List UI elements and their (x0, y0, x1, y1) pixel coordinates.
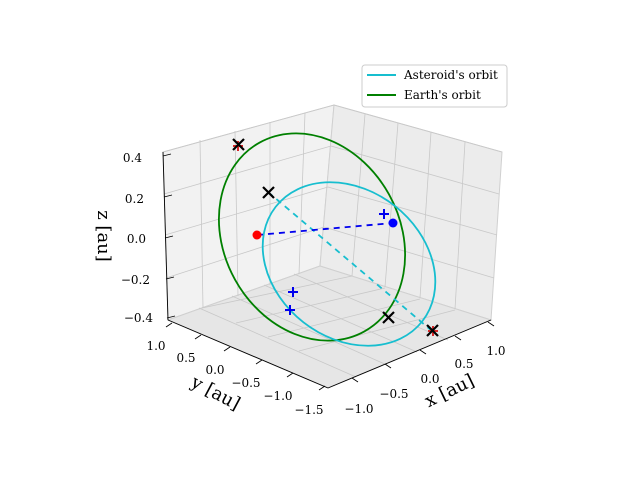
y-tick-label: −1.0 (263, 389, 292, 403)
x-tick-label: 0.0 (420, 372, 439, 386)
z-tick-label: −0.2 (121, 273, 150, 287)
y-tick-marks (165, 322, 326, 391)
apsides-line (256, 222, 394, 236)
line-of-nodes (267, 191, 433, 332)
x-tick-label: 1.0 (486, 344, 505, 358)
z-tick-label: 0.2 (125, 192, 144, 206)
z-tick-label: −0.4 (124, 311, 154, 325)
legend-label-earth: Earth's orbit (404, 88, 481, 102)
legend-label-asteroid: Asteroid's orbit (403, 68, 498, 82)
black-x-marker (426, 324, 439, 337)
y-tick-label: −1.5 (294, 403, 323, 417)
blue-plus-marker (285, 305, 295, 315)
blue-plus-marker (379, 209, 389, 219)
red-point (252, 230, 262, 240)
legend-frame (361, 64, 508, 108)
black-x-marker (382, 311, 395, 324)
x-tick-label: −1.0 (344, 402, 373, 416)
z-tick-label: 0.4 (123, 151, 142, 165)
y-tick-label: 0.5 (176, 351, 195, 365)
black-x-marker (262, 186, 275, 199)
x-tick-label: −0.5 (379, 387, 408, 401)
x-tick-marks (351, 321, 495, 383)
z-tick-marks (162, 153, 176, 319)
grid (162, 104, 503, 378)
z-tick-label: 0.0 (127, 232, 146, 246)
blue-point (388, 218, 398, 228)
black-x-marker (232, 138, 245, 151)
axis-lines (162, 151, 492, 389)
blue-plus-marker (288, 287, 298, 297)
y-tick-label: 0.0 (205, 363, 224, 377)
x-tick-label: 0.5 (454, 357, 473, 371)
z-axis-label: z [au] (93, 210, 114, 262)
legend: Asteroid's orbit Earth's orbit (361, 64, 508, 108)
earth-orbit-line (218, 132, 406, 342)
y-tick-label: −0.5 (231, 376, 260, 390)
asteroid-orbit-line (261, 181, 437, 347)
y-tick-label: 1.0 (146, 339, 165, 353)
